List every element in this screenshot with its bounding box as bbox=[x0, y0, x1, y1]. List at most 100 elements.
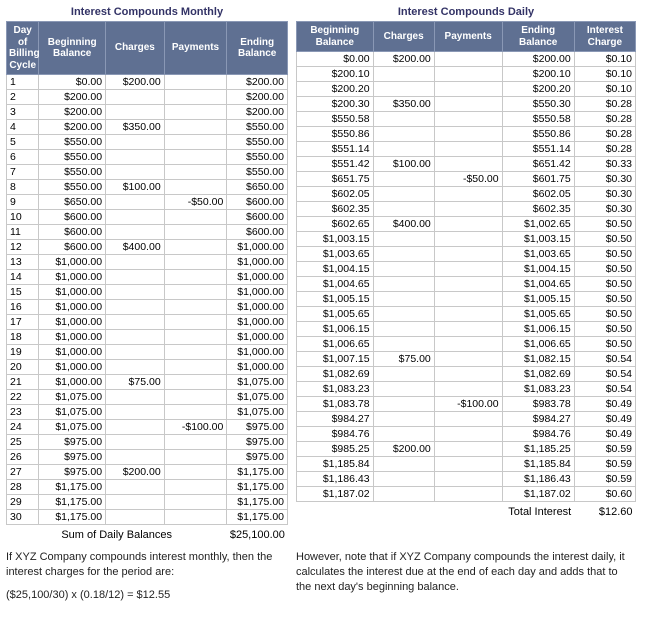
cell-ending-balance: $1,000.00 bbox=[227, 360, 288, 375]
cell-charges bbox=[373, 472, 434, 487]
daily-table: BeginningBalanceChargesPaymentsEndingBal… bbox=[296, 21, 636, 519]
cell-charges bbox=[373, 307, 434, 322]
table-row: $550.58$550.58$0.28 bbox=[297, 112, 636, 127]
cell-ending-balance: $200.00 bbox=[502, 52, 574, 67]
col-header: BeginningBalance bbox=[297, 22, 374, 52]
cell-charges bbox=[106, 135, 165, 150]
cell-charges: $200.00 bbox=[106, 75, 165, 90]
cell-ending-balance: $601.75 bbox=[502, 172, 574, 187]
cell-charges bbox=[106, 315, 165, 330]
table-row: $984.76$984.76$0.49 bbox=[297, 427, 636, 442]
cell-ending-balance: $651.42 bbox=[502, 157, 574, 172]
table-row: 29$1,175.00$1,175.00 bbox=[7, 495, 288, 510]
cell-interest-charge: $0.50 bbox=[574, 262, 635, 277]
cell-charges bbox=[106, 225, 165, 240]
table-row: $1,185.84$1,185.84$0.59 bbox=[297, 457, 636, 472]
cell-interest-charge: $0.28 bbox=[574, 97, 635, 112]
cell-charges bbox=[373, 247, 434, 262]
cell-charges bbox=[373, 262, 434, 277]
cell-ending-balance: $550.86 bbox=[502, 127, 574, 142]
cell-ending-balance: $550.00 bbox=[227, 150, 288, 165]
cell-payments bbox=[434, 82, 502, 97]
cell-charges bbox=[106, 330, 165, 345]
cell-day: 27 bbox=[7, 465, 39, 480]
cell-interest-charge: $0.50 bbox=[574, 322, 635, 337]
cell-payments bbox=[434, 187, 502, 202]
cell-beginning-balance: $1,083.78 bbox=[297, 397, 374, 412]
cell-charges bbox=[373, 82, 434, 97]
cell-payments bbox=[164, 105, 227, 120]
cell-charges bbox=[106, 195, 165, 210]
table-row: $1,005.15$1,005.15$0.50 bbox=[297, 292, 636, 307]
cell-payments bbox=[164, 225, 227, 240]
cell-payments bbox=[164, 300, 227, 315]
cell-charges bbox=[373, 202, 434, 217]
cell-payments bbox=[164, 360, 227, 375]
cell-day: 19 bbox=[7, 345, 39, 360]
col-header: Day ofBillingCycle bbox=[7, 22, 39, 75]
cell-ending-balance: $650.00 bbox=[227, 180, 288, 195]
cell-day: 14 bbox=[7, 270, 39, 285]
cell-ending-balance: $602.05 bbox=[502, 187, 574, 202]
table-row: $985.25$200.00$1,185.25$0.59 bbox=[297, 442, 636, 457]
cell-interest-charge: $0.59 bbox=[574, 472, 635, 487]
cell-beginning-balance: $602.35 bbox=[297, 202, 374, 217]
cell-payments bbox=[164, 270, 227, 285]
cell-interest-charge: $0.50 bbox=[574, 277, 635, 292]
cell-interest-charge: $0.10 bbox=[574, 52, 635, 67]
cell-ending-balance: $1,185.25 bbox=[502, 442, 574, 457]
cell-ending-balance: $600.00 bbox=[227, 210, 288, 225]
cell-beginning-balance: $1,075.00 bbox=[39, 420, 106, 435]
sum-label: Sum of Daily Balances bbox=[7, 525, 227, 543]
cell-payments bbox=[434, 307, 502, 322]
cell-beginning-balance: $975.00 bbox=[39, 450, 106, 465]
cell-beginning-balance: $1,083.23 bbox=[297, 382, 374, 397]
cell-ending-balance: $200.10 bbox=[502, 67, 574, 82]
sum-value: $12.60 bbox=[574, 502, 635, 520]
cell-payments bbox=[434, 217, 502, 232]
cell-beginning-balance: $1,005.15 bbox=[297, 292, 374, 307]
cell-day: 6 bbox=[7, 150, 39, 165]
cell-day: 26 bbox=[7, 450, 39, 465]
cell-charges: $400.00 bbox=[373, 217, 434, 232]
cell-charges bbox=[373, 322, 434, 337]
monthly-table: Day ofBillingCycleBeginningBalanceCharge… bbox=[6, 21, 288, 542]
cell-payments bbox=[434, 127, 502, 142]
cell-ending-balance: $1,005.65 bbox=[502, 307, 574, 322]
cell-beginning-balance: $600.00 bbox=[39, 210, 106, 225]
cell-interest-charge: $0.59 bbox=[574, 442, 635, 457]
sum-value: $25,100.00 bbox=[227, 525, 288, 543]
cell-interest-charge: $0.50 bbox=[574, 337, 635, 352]
cell-ending-balance: $983.78 bbox=[502, 397, 574, 412]
monthly-note: If XYZ Company compounds interest monthl… bbox=[6, 550, 288, 611]
cell-beginning-balance: $0.00 bbox=[297, 52, 374, 67]
cell-ending-balance: $1,082.15 bbox=[502, 352, 574, 367]
cell-beginning-balance: $1,000.00 bbox=[39, 375, 106, 390]
table-row: 19$1,000.00$1,000.00 bbox=[7, 345, 288, 360]
cell-payments bbox=[434, 142, 502, 157]
cell-charges bbox=[106, 255, 165, 270]
cell-charges bbox=[373, 142, 434, 157]
cell-ending-balance: $600.00 bbox=[227, 225, 288, 240]
table-row: $1,007.15$75.00$1,082.15$0.54 bbox=[297, 352, 636, 367]
cell-day: 8 bbox=[7, 180, 39, 195]
cell-day: 20 bbox=[7, 360, 39, 375]
cell-charges bbox=[373, 292, 434, 307]
cell-payments bbox=[434, 52, 502, 67]
cell-payments bbox=[434, 427, 502, 442]
table-row: 20$1,000.00$1,000.00 bbox=[7, 360, 288, 375]
table-row: 16$1,000.00$1,000.00 bbox=[7, 300, 288, 315]
cell-charges bbox=[373, 457, 434, 472]
cell-beginning-balance: $1,006.15 bbox=[297, 322, 374, 337]
cell-interest-charge: $0.28 bbox=[574, 127, 635, 142]
cell-ending-balance: $1,003.65 bbox=[502, 247, 574, 262]
cell-interest-charge: $0.54 bbox=[574, 367, 635, 382]
cell-day: 25 bbox=[7, 435, 39, 450]
cell-payments bbox=[164, 480, 227, 495]
monthly-note-text: If XYZ Company compounds interest monthl… bbox=[6, 550, 288, 580]
cell-payments bbox=[164, 75, 227, 90]
cell-beginning-balance: $984.27 bbox=[297, 412, 374, 427]
cell-charges bbox=[106, 90, 165, 105]
table-row: $200.20$200.20$0.10 bbox=[297, 82, 636, 97]
cell-beginning-balance: $200.30 bbox=[297, 97, 374, 112]
